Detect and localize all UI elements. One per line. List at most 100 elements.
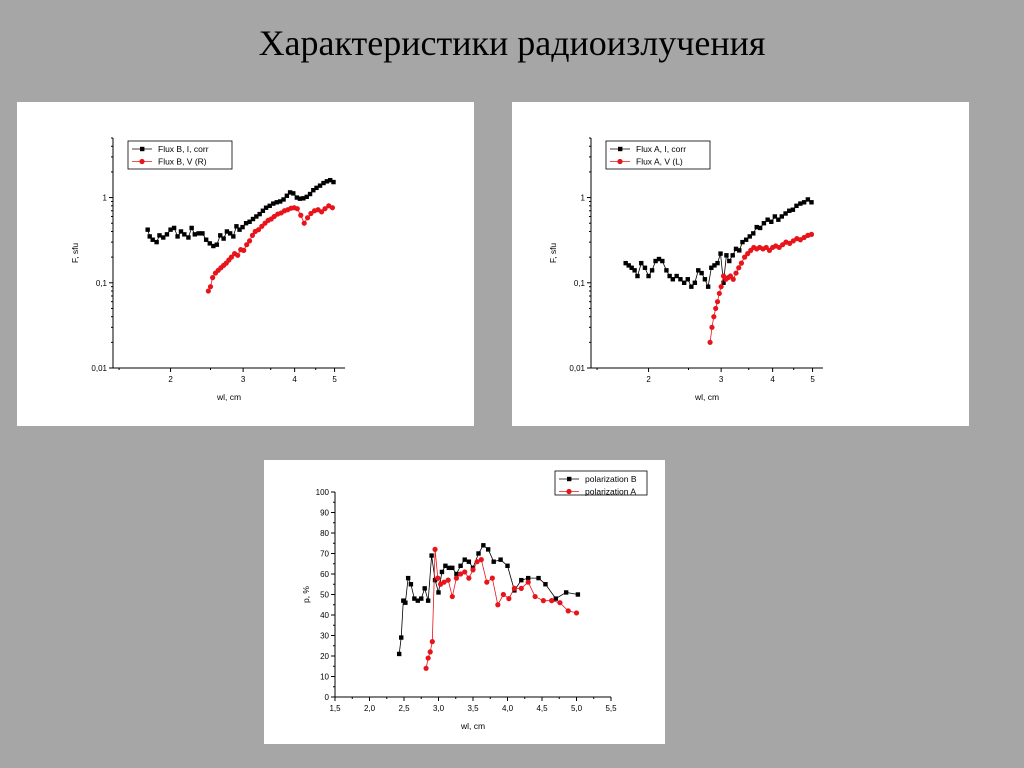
data-point	[474, 559, 480, 565]
data-point	[244, 242, 250, 248]
data-point	[557, 600, 563, 606]
data-point	[724, 253, 729, 258]
legend-label: Flux B, V (R)	[158, 157, 207, 167]
data-point	[446, 565, 452, 571]
data-point	[801, 200, 807, 205]
data-point	[443, 563, 448, 568]
data-point	[274, 200, 279, 205]
data-point	[481, 543, 486, 548]
legend-label: polarization B	[585, 474, 637, 484]
data-point	[164, 232, 170, 237]
data-point	[284, 193, 290, 198]
chart-panel-polarization: 0 10 20 30 40 50 60 70 80 90 100 1,5 2,0 2,5 3,0 3,5 4,0…	[264, 460, 665, 744]
data-point	[454, 571, 459, 577]
data-point	[478, 557, 484, 563]
data-point	[304, 215, 311, 221]
data-point	[403, 600, 408, 605]
x-tick-label: 4	[292, 375, 297, 384]
legend-label: Flux A, I, corr	[636, 144, 686, 154]
data-point	[696, 268, 701, 273]
data-point	[466, 575, 472, 581]
chart-panel-flux-b: 0,01 0,1 1 2 3 4 5 wl, cm F, sfu Flux B, I, corr F…	[17, 102, 474, 426]
chart-flux-a: 0,01 0,1 1 2 3 4 5 wl, cm F, sfu Flux A, I, corr F…	[548, 137, 823, 402]
data-point	[632, 268, 637, 273]
data-point	[727, 258, 732, 264]
data-point	[154, 239, 159, 245]
data-point	[192, 232, 197, 237]
x-tick-label: 3,0	[433, 704, 445, 713]
data-point	[639, 260, 644, 266]
data-point	[301, 196, 306, 201]
data-point	[271, 201, 276, 206]
legend-marker	[618, 146, 623, 152]
x-axis-label: wl, cm	[216, 392, 241, 402]
data-point	[730, 253, 735, 258]
data-point	[738, 260, 745, 266]
y-tick-label: 10	[320, 673, 329, 682]
x-tick-label: 3	[719, 375, 724, 384]
y-tick-label: 0	[325, 693, 330, 702]
data-point	[709, 324, 715, 330]
legend-marker	[139, 158, 145, 165]
chart-polarization: 0 10 20 30 40 50 60 70 80 90 100 1,5 2,0 2,5 3,0 3,5 4,0…	[301, 470, 648, 731]
x-tick-label: 5	[332, 375, 337, 384]
data-point	[210, 275, 216, 281]
data-point	[457, 571, 464, 577]
data-point	[462, 557, 467, 562]
data-point	[500, 591, 506, 598]
data-point	[664, 268, 669, 273]
data-point	[203, 237, 209, 242]
data-point	[809, 200, 814, 205]
data-point	[432, 577, 438, 583]
data-point	[707, 339, 713, 345]
data-point	[308, 210, 314, 217]
data-point	[218, 233, 223, 238]
data-point	[674, 273, 679, 279]
data-point	[450, 565, 455, 571]
data-point	[685, 277, 690, 282]
data-point	[255, 227, 262, 233]
data-point	[207, 241, 212, 246]
legend-box	[127, 140, 233, 170]
data-point	[787, 208, 792, 213]
data-point	[425, 655, 431, 661]
data-point	[425, 598, 431, 603]
data-point	[281, 197, 286, 202]
data-point	[458, 563, 463, 568]
data-point	[462, 569, 468, 575]
data-point	[291, 191, 296, 196]
data-point	[441, 579, 447, 585]
data-point	[294, 195, 300, 200]
data-point	[765, 217, 770, 222]
data-point	[205, 288, 211, 294]
x-tick-label: 5	[810, 375, 815, 384]
series-line	[709, 234, 812, 343]
data-point	[178, 229, 184, 234]
data-point	[247, 219, 252, 224]
data-point	[250, 216, 256, 222]
data-point	[150, 237, 155, 242]
legend-marker	[140, 146, 145, 152]
data-point	[228, 254, 235, 260]
data-point	[543, 582, 548, 587]
data-point	[322, 206, 328, 212]
data-point	[301, 220, 307, 226]
y-tick-label: 0,01	[91, 364, 107, 373]
data-point	[681, 280, 687, 285]
data-point	[331, 179, 336, 185]
data-point	[476, 551, 481, 556]
y-axis-label: p, %	[301, 586, 311, 603]
data-point	[186, 235, 191, 240]
data-point	[757, 225, 763, 231]
y-tick-label: 40	[320, 611, 329, 620]
data-point	[779, 214, 784, 219]
data-point	[565, 608, 571, 614]
data-point	[429, 553, 434, 558]
legend-marker	[566, 488, 572, 495]
data-point	[808, 231, 815, 237]
data-point	[573, 610, 580, 616]
y-tick-label: 1	[103, 194, 108, 203]
y-tick-label: 100	[316, 488, 330, 497]
data-point	[189, 225, 194, 231]
data-point	[532, 593, 538, 600]
